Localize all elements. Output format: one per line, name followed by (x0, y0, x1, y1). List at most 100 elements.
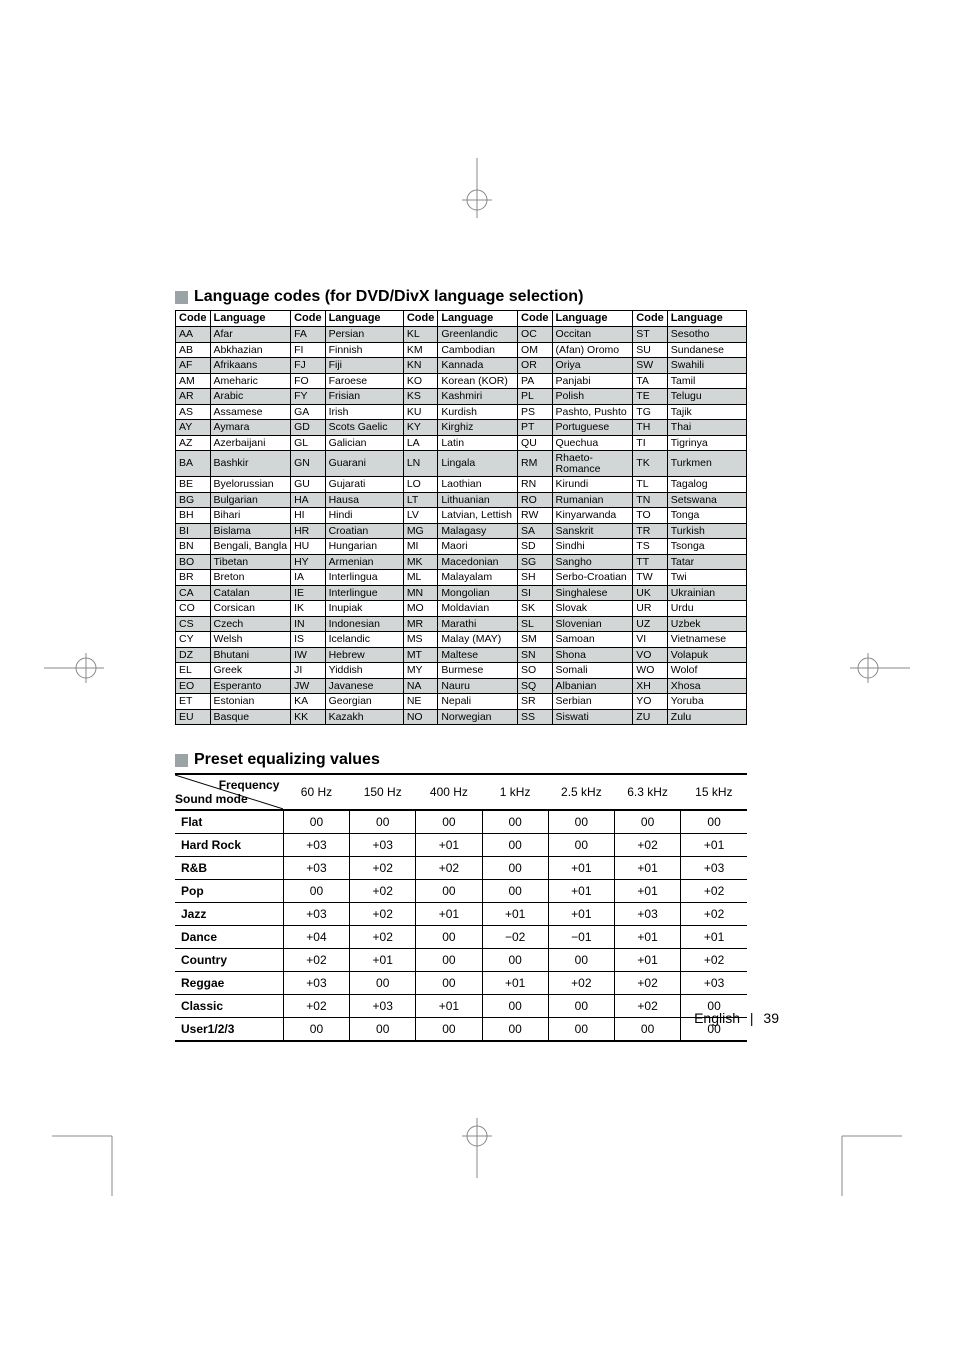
lang-code-cell: TT (633, 554, 668, 570)
eq-row: Reggae+030000+01+02+02+03 (175, 972, 747, 995)
lang-code-cell: TG (633, 404, 668, 420)
lang-code-cell: MT (403, 647, 438, 663)
lang-code-cell: SU (633, 342, 668, 358)
lang-name-cell: Sanskrit (552, 523, 633, 539)
lang-code-cell: PT (518, 420, 553, 436)
lang-name-cell: Tsonga (667, 539, 746, 555)
lang-code-cell: NO (403, 709, 438, 725)
lang-code-cell: NE (403, 694, 438, 710)
lang-col-header-code: Code (403, 311, 438, 327)
eq-value-cell: +02 (350, 903, 416, 926)
lang-code-cell: OR (518, 358, 553, 374)
lang-code-cell: JW (291, 678, 326, 694)
lang-name-cell: Vietnamese (667, 632, 746, 648)
eq-freq-header: 6.3 kHz (614, 774, 680, 810)
lang-name-cell: Latvian, Lettish (438, 508, 518, 524)
lang-name-cell: Telugu (667, 389, 746, 405)
eq-value-cell: +02 (283, 949, 349, 972)
lang-code-cell: BO (176, 554, 211, 570)
lang-name-cell: Fiji (325, 358, 403, 374)
lang-name-cell: Kannada (438, 358, 518, 374)
eq-value-cell: 00 (416, 949, 482, 972)
lang-code-cell: YO (633, 694, 668, 710)
eq-value-cell: +03 (283, 972, 349, 995)
lang-name-cell: Welsh (210, 632, 291, 648)
eq-value-cell: −01 (548, 926, 614, 949)
lang-row: EUBasqueKKKazakhNONorwegianSSSiswatiZUZu… (176, 709, 747, 725)
lang-name-cell: Sesotho (667, 327, 746, 343)
lang-name-cell: Kirundi (552, 477, 633, 493)
lang-col-header-code: Code (291, 311, 326, 327)
eq-header-row: FrequencySound mode60 Hz150 Hz400 Hz1 kH… (175, 774, 747, 810)
eq-value-cell: +01 (350, 949, 416, 972)
eq-value-cell: +01 (681, 926, 747, 949)
eq-row: Classic+02+03+010000+0200 (175, 995, 747, 1018)
lang-name-cell: Interlingue (325, 585, 403, 601)
eq-value-cell: +01 (614, 949, 680, 972)
lang-name-cell: Turkmen (667, 451, 746, 477)
lang-codes-title: Language codes (for DVD/DivX language se… (175, 288, 747, 306)
lang-code-cell: MR (403, 616, 438, 632)
lang-name-cell: Frisian (325, 389, 403, 405)
lang-name-cell: Bihari (210, 508, 291, 524)
lang-name-cell: Albanian (552, 678, 633, 694)
lang-col-header-language: Language (552, 311, 633, 327)
lang-code-cell: ST (633, 327, 668, 343)
eq-mode-cell: Pop (175, 880, 283, 903)
eq-mode-cell: Dance (175, 926, 283, 949)
lang-code-cell: TA (633, 373, 668, 389)
lang-name-cell: Xhosa (667, 678, 746, 694)
lang-name-cell: Occitan (552, 327, 633, 343)
lang-code-cell: AZ (176, 435, 211, 451)
eq-value-cell: +03 (681, 857, 747, 880)
lang-name-cell: Hindi (325, 508, 403, 524)
lang-code-cell: KO (403, 373, 438, 389)
lang-name-cell: Lithuanian (438, 492, 518, 508)
lang-code-cell: SQ (518, 678, 553, 694)
lang-name-cell: Korean (KOR) (438, 373, 518, 389)
eq-value-cell: 00 (416, 880, 482, 903)
lang-header-row: CodeLanguageCodeLanguageCodeLanguageCode… (176, 311, 747, 327)
lang-code-cell: SG (518, 554, 553, 570)
lang-name-cell: Bashkir (210, 451, 291, 477)
lang-code-cell: IK (291, 601, 326, 617)
eq-value-cell: 00 (283, 810, 349, 834)
lang-code-cell: SD (518, 539, 553, 555)
lang-row: AFAfrikaansFJFijiKNKannadaOROriyaSWSwahi… (176, 358, 747, 374)
lang-code-cell: EU (176, 709, 211, 725)
lang-name-cell: Faroese (325, 373, 403, 389)
lang-name-cell: Moldavian (438, 601, 518, 617)
eq-row: R&B+03+02+0200+01+01+03 (175, 857, 747, 880)
eq-value-cell: +02 (350, 926, 416, 949)
eq-mode-cell: User1/2/3 (175, 1018, 283, 1042)
eq-value-cell: +01 (482, 903, 548, 926)
eq-value-cell: +03 (283, 857, 349, 880)
lang-code-cell: ML (403, 570, 438, 586)
lang-code-cell: IE (291, 585, 326, 601)
eq-mode-cell: Flat (175, 810, 283, 834)
lang-name-cell: Laothian (438, 477, 518, 493)
lang-code-cell: KA (291, 694, 326, 710)
eq-freq-header: 400 Hz (416, 774, 482, 810)
lang-name-cell: Rhaeto-Romance (552, 451, 633, 477)
lang-name-cell: Nauru (438, 678, 518, 694)
lang-row: ETEstonianKAGeorgianNENepaliSRSerbianYOY… (176, 694, 747, 710)
lang-code-cell: EL (176, 663, 211, 679)
lang-name-cell: Kurdish (438, 404, 518, 420)
lang-col-header-language: Language (325, 311, 403, 327)
lang-name-cell: Malagasy (438, 523, 518, 539)
eq-value-cell: 00 (482, 857, 548, 880)
lang-code-cell: DZ (176, 647, 211, 663)
lang-name-cell: (Afan) Oromo (552, 342, 633, 358)
lang-name-cell: Irish (325, 404, 403, 420)
lang-code-cell: HA (291, 492, 326, 508)
lang-code-cell: IN (291, 616, 326, 632)
lang-row: BOTibetanHYArmenianMKMacedonianSGSanghoT… (176, 554, 747, 570)
lang-code-cell: FJ (291, 358, 326, 374)
eq-value-cell: +02 (681, 903, 747, 926)
lang-code-cell: CA (176, 585, 211, 601)
lang-code-cell: RN (518, 477, 553, 493)
eq-value-cell: +01 (416, 995, 482, 1018)
lang-code-cell: RM (518, 451, 553, 477)
lang-code-cell: BI (176, 523, 211, 539)
